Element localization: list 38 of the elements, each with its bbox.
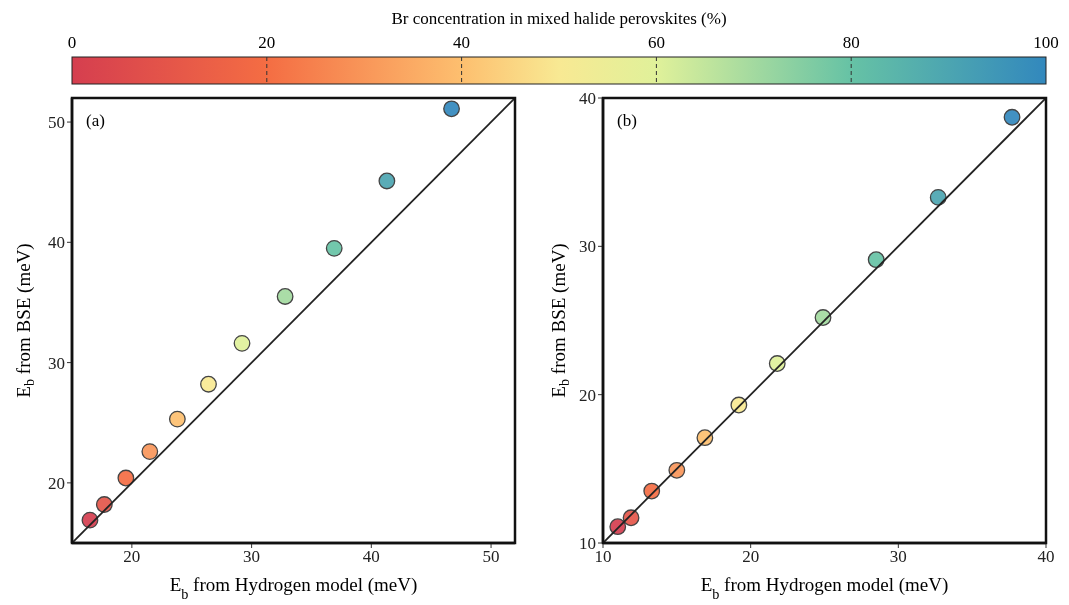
color-bar-label: 40 — [453, 33, 471, 52]
color-bar-label: 100 — [1033, 33, 1059, 52]
point — [117, 469, 135, 487]
x-tick-label: 30 — [243, 547, 261, 567]
color-bar-title: Br concentration in mixed halide perovskites (%) — [391, 9, 727, 28]
x-axis-title: E$_{b}$ from Hydrogen model (meV) — [700, 574, 949, 602]
color-bar-label: 60 — [647, 33, 665, 52]
annotation: (b) — [617, 111, 637, 130]
point — [378, 172, 396, 190]
x-tick-label: 10 — [594, 547, 612, 567]
point — [325, 239, 343, 257]
x-tick-label: 40 — [362, 547, 380, 567]
point — [276, 288, 294, 305]
x-tick-label: 20 — [123, 547, 141, 567]
y-tick-label: 50 — [48, 113, 65, 133]
point — [233, 334, 251, 352]
color-bar-label: 0 — [67, 33, 77, 52]
x-tick-label: 30 — [889, 547, 907, 567]
point — [443, 100, 460, 118]
y-tick-label: 30 — [48, 353, 65, 373]
x-tick-label: 40 — [1037, 547, 1055, 567]
x-tick-label: 50 — [482, 547, 500, 567]
annotation: (a) — [86, 111, 105, 130]
color-bar-label: 80 — [842, 33, 860, 52]
point — [200, 375, 217, 393]
y-tick-label: 40 — [579, 89, 596, 109]
point — [168, 410, 186, 428]
color-bar-label: 20 — [258, 33, 276, 52]
y-tick-label: 10 — [579, 534, 596, 554]
point — [141, 443, 159, 461]
x-tick-label: 20 — [742, 547, 760, 567]
x-axis-title: E$_{b}$ from Hydrogen model (meV) — [169, 574, 418, 602]
y-tick-label: 20 — [579, 385, 596, 405]
point — [1003, 108, 1021, 126]
y-tick-label: 20 — [48, 473, 65, 493]
y-tick-label: 40 — [48, 233, 65, 253]
y-tick-label: 30 — [579, 237, 596, 257]
point — [929, 188, 947, 206]
